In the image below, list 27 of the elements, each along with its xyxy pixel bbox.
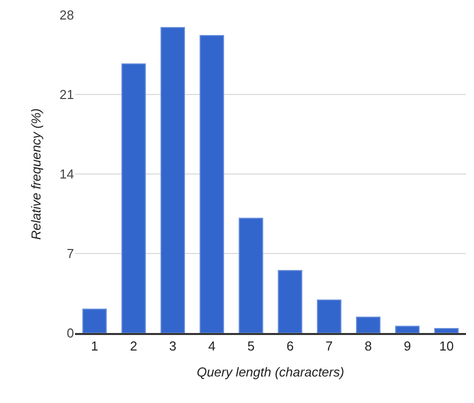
y-tick-label: 21 xyxy=(60,87,74,102)
x-tick-label: 7 xyxy=(326,338,333,354)
x-tick-label: 9 xyxy=(404,338,411,354)
bar xyxy=(238,218,264,333)
y-tick-label: 28 xyxy=(60,8,74,23)
bar xyxy=(356,316,380,333)
y-tick-label: 0 xyxy=(66,326,74,341)
y-axis-title: Relative frequency (%) xyxy=(28,108,44,240)
y-tick-label: 7 xyxy=(66,246,74,262)
x-tick-label: 10 xyxy=(439,338,454,354)
x-axis-title: Query length (characters) xyxy=(196,364,344,380)
y-tick-label: 14 xyxy=(60,166,74,182)
bar xyxy=(82,308,107,333)
bar xyxy=(121,63,146,333)
bar xyxy=(160,26,185,333)
bar xyxy=(200,34,224,333)
x-tick-label: 8 xyxy=(364,338,372,354)
x-tick-label: 2 xyxy=(130,338,138,354)
bar xyxy=(395,326,420,333)
x-tick-label: 1 xyxy=(90,338,98,354)
bar xyxy=(316,300,342,333)
x-tick-label: 4 xyxy=(208,338,216,354)
bar xyxy=(278,270,302,333)
bar xyxy=(434,328,459,333)
x-tick-label: 3 xyxy=(169,338,176,354)
x-tick-label: 6 xyxy=(286,338,294,354)
x-tick-label: 5 xyxy=(247,338,255,354)
